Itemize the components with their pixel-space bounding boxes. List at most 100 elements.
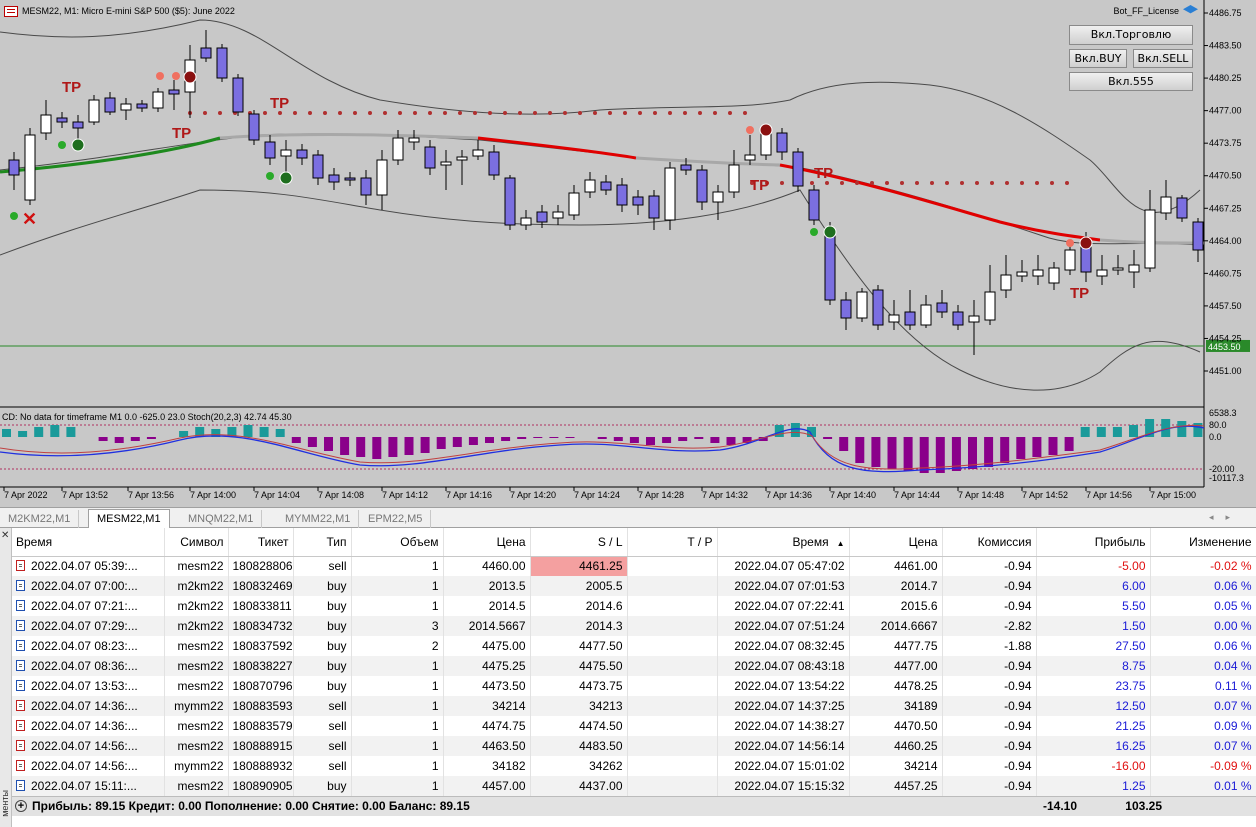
candle-bull <box>856 291 868 319</box>
table-row[interactable]: 2022.04.07 07:00:... m2km22 180832469 buy 1 2… <box>12 576 1256 596</box>
enable-555-button[interactable]: Вкл.555 <box>1069 72 1193 91</box>
cell-open-price: 4457.00 <box>443 776 531 796</box>
cell-symbol: mesm22 <box>164 556 229 576</box>
signal-dot <box>172 72 180 80</box>
table-row[interactable]: 2022.04.07 13:53:... mesm22 180870796 buy 1 4… <box>12 676 1256 696</box>
cell-profit: 12.50 <box>1036 696 1151 716</box>
col-header-commission[interactable]: Комиссия <box>942 528 1037 557</box>
histogram-bar <box>34 427 44 437</box>
signal-dot <box>266 172 274 180</box>
tp-dot <box>338 111 342 115</box>
order-doc-icon <box>16 580 25 591</box>
current-price-label: 4453.50 <box>1208 342 1241 352</box>
col-header-tp[interactable]: T / P <box>627 528 718 557</box>
table-row[interactable]: 2022.04.07 05:39:... mesm22 180828806 sell 1… <box>12 556 1256 576</box>
cell-type: buy <box>293 636 352 656</box>
tab-scroll-arrows-icon[interactable]: ◂▸ <box>1208 512 1242 522</box>
candle-bull <box>472 149 484 157</box>
candle-bull <box>664 167 676 221</box>
price-chart[interactable]: 4453.50 4486.75 4483.50 4480.25 4477.00 4473.… <box>0 0 1256 507</box>
col-header-close-time[interactable]: Время ▲ <box>717 528 850 557</box>
candle-bull <box>1016 271 1028 277</box>
col-header-close-price[interactable]: Цена <box>849 528 943 557</box>
histogram-bar <box>646 437 655 445</box>
cell-open-price: 34182 <box>443 756 531 776</box>
close-icon[interactable]: ✕ <box>1 530 10 541</box>
histogram-bar <box>66 427 76 437</box>
table-header-row: Время Символ Тикет Тип Объем Цена S / L … <box>12 528 1256 557</box>
time-tick-label: 7 Apr 14:24 <box>574 490 620 500</box>
tab-epm22[interactable]: EPM22,M5 <box>360 510 432 528</box>
tab-mnqm22[interactable]: MNQM22,M1 <box>180 510 263 528</box>
signal-dot <box>58 141 66 149</box>
table-row[interactable]: 2022.04.07 07:21:... m2km22 180833811 buy 1 2… <box>12 596 1256 616</box>
table-row[interactable]: 2022.04.07 14:36:... mesm22 180883579 sell 1… <box>12 716 1256 736</box>
cell-ticket: 180832469 <box>228 576 294 596</box>
chart-canvas[interactable]: 4453.50 4486.75 4483.50 4480.25 4477.00 4473.… <box>0 0 1256 507</box>
col-header-volume[interactable]: Объем <box>351 528 444 557</box>
cell-open-time: 2022.04.07 14:36:... <box>12 696 165 716</box>
col-header-sl[interactable]: S / L <box>530 528 628 557</box>
tp-dot <box>810 181 814 185</box>
table-row[interactable]: 2022.04.07 08:23:... mesm22 180837592 buy 2 4… <box>12 636 1256 656</box>
histogram-bar <box>951 437 961 471</box>
indicator-axis-label: 80.0 <box>1209 420 1227 430</box>
candle-bear <box>792 151 804 187</box>
chart-menu-icon[interactable] <box>4 6 18 17</box>
histogram-bar <box>146 437 156 439</box>
col-header-open-time[interactable]: Время <box>12 528 165 557</box>
col-header-profit[interactable]: Прибыль <box>1036 528 1151 557</box>
cell-commission: -0.94 <box>942 596 1037 616</box>
tab-mymm22[interactable]: MYMM22,M1 <box>277 510 360 528</box>
candle-bear <box>232 77 244 113</box>
histogram-bar <box>307 437 317 447</box>
cell-close-time: 2022.04.07 07:22:41 <box>717 596 850 616</box>
order-doc-icon <box>16 640 25 651</box>
table-row[interactable]: 2022.04.07 07:29:... m2km22 180834732 buy 3 2… <box>12 616 1256 636</box>
col-header-type[interactable]: Тип <box>293 528 352 557</box>
cell-volume: 2 <box>351 636 444 656</box>
cell-close-price: 34214 <box>849 756 943 776</box>
cell-volume: 1 <box>351 736 444 756</box>
col-header-open-price[interactable]: Цена <box>443 528 531 557</box>
table-row[interactable]: 2022.04.07 14:56:... mymm22 180888932 sell 1… <box>12 756 1256 776</box>
cell-sl: 4477.50 <box>530 636 628 656</box>
candle-bull <box>520 217 532 226</box>
tp-dot <box>945 181 949 185</box>
tp-marker: TP <box>172 125 191 142</box>
histogram-bar <box>324 437 333 451</box>
table-row[interactable]: 2022.04.07 15:11:... mesm22 180890905 buy 1 4… <box>12 776 1256 796</box>
histogram-bar <box>2 429 11 437</box>
enable-trading-button[interactable]: Вкл.Торговлю <box>1069 25 1193 45</box>
tab-mesm22[interactable]: MESM22,M1 <box>88 509 170 529</box>
cell-volume: 1 <box>351 716 444 736</box>
order-doc-icon <box>16 600 25 611</box>
enable-buy-button[interactable]: Вкл.BUY <box>1069 49 1127 68</box>
col-header-symbol[interactable]: Символ <box>164 528 229 557</box>
cell-ticket: 180838227 <box>228 656 294 676</box>
time-tick-label: 7 Apr 14:12 <box>382 490 428 500</box>
candle-bull <box>152 91 164 109</box>
table-row[interactable]: 2022.04.07 14:36:... mymm22 180883593 sell 1… <box>12 696 1256 716</box>
close-cross-icon: ✕ <box>22 209 37 229</box>
candle-bear <box>808 189 820 221</box>
candle-bear <box>312 154 324 179</box>
table-row[interactable]: 2022.04.07 08:36:... mesm22 180838227 buy 1 4… <box>12 656 1256 676</box>
expand-plus-icon[interactable]: + <box>15 800 27 812</box>
histogram-bar <box>98 437 108 441</box>
candle-bear <box>536 211 548 223</box>
candle-bear <box>296 149 308 159</box>
histogram-bar <box>468 437 478 445</box>
histogram-bar <box>1032 437 1042 457</box>
middle-band <box>0 133 1201 246</box>
col-header-change[interactable]: Изменение <box>1150 528 1256 557</box>
tab-m2km22[interactable]: M2KM22,M1 <box>0 510 80 528</box>
order-doc-icon <box>16 560 25 572</box>
summary-text: Прибыль: 89.15 Кредит: 0.00 Пополнение: … <box>32 799 470 813</box>
table-row[interactable]: 2022.04.07 14:56:... mesm22 180888915 sell 1… <box>12 736 1256 756</box>
candle-bear <box>344 177 356 181</box>
time-tick-label: 7 Apr 14:48 <box>958 490 1004 500</box>
cell-profit: 6.00 <box>1036 576 1151 596</box>
enable-sell-button[interactable]: Вкл.SELL <box>1133 49 1193 68</box>
col-header-ticket[interactable]: Тикет <box>228 528 294 557</box>
